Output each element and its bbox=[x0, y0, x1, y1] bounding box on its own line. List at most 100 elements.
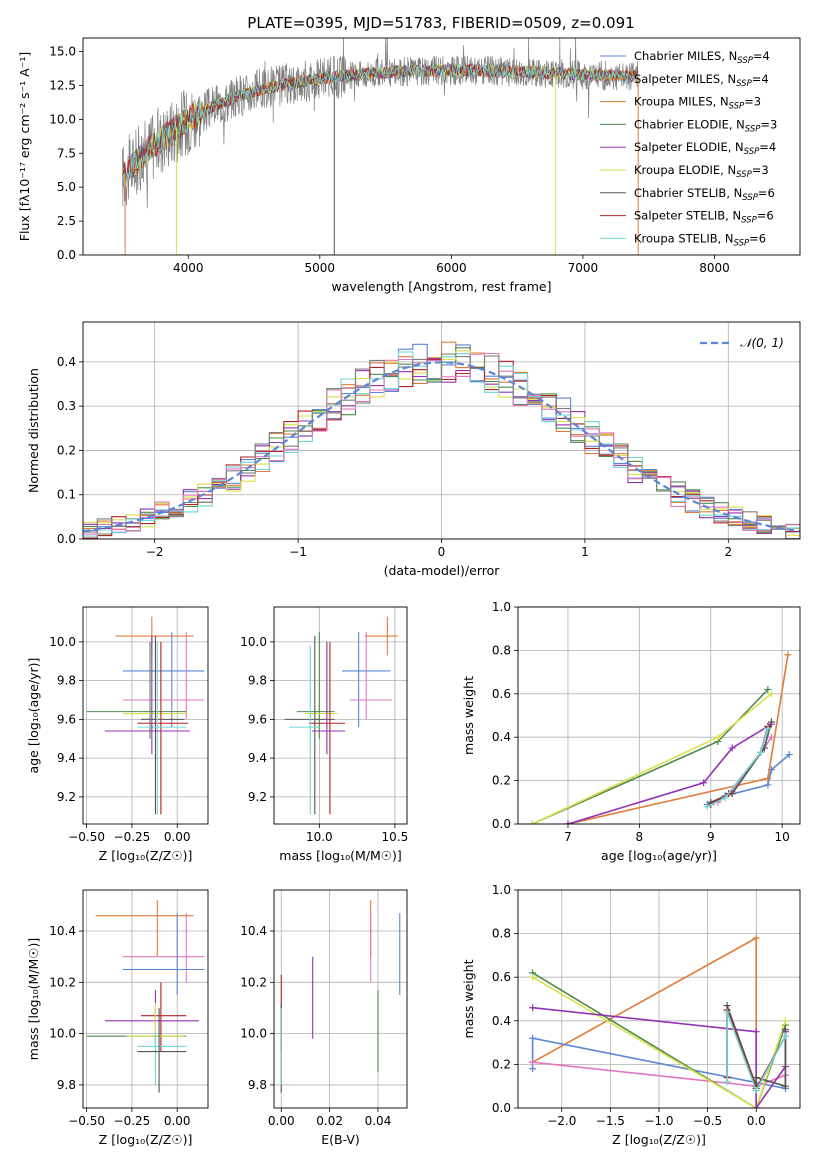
series-point-marker bbox=[767, 733, 775, 741]
y-tick-label: 9.6 bbox=[57, 712, 76, 726]
series-line bbox=[532, 976, 787, 1108]
legend-entry: Chabrier MILES, NSSP=4 bbox=[634, 49, 770, 66]
y-tick-label: 1.0 bbox=[492, 600, 511, 614]
series-point-marker bbox=[764, 774, 772, 782]
axes-frame bbox=[517, 889, 801, 1109]
y-axis-label: mass weight bbox=[461, 959, 476, 1038]
y-tick-label: 0.3 bbox=[57, 399, 76, 413]
weight-series bbox=[529, 934, 789, 1108]
series-line bbox=[567, 723, 772, 824]
series-line bbox=[717, 736, 773, 803]
x-tick-label: 0 bbox=[438, 545, 446, 559]
y-tick-label: 0.8 bbox=[492, 643, 511, 657]
x-axis-label: wavelength [Angstrom, rest frame] bbox=[331, 279, 551, 294]
histogram-step-line bbox=[83, 353, 800, 539]
y-tick-label: 0.2 bbox=[492, 1057, 511, 1071]
spectrum-legend: Chabrier MILES, NSSP=4 Salpeter MILES, NS… bbox=[600, 49, 777, 248]
x-tick-label: 10.0 bbox=[306, 830, 333, 844]
y-tick-label: 10.0 bbox=[49, 1027, 76, 1041]
legend-entry: Chabrier STELIB, NSSP=6 bbox=[634, 186, 775, 203]
x-tick-label: −2 bbox=[146, 545, 164, 559]
x-tick-label: 10.5 bbox=[382, 830, 409, 844]
legend-entry: Kroupa MILES, NSSP=3 bbox=[634, 95, 761, 112]
y-tick-label: 0.2 bbox=[57, 443, 76, 457]
series-point-marker bbox=[784, 651, 792, 659]
y-tick-label: 10.0 bbox=[240, 635, 267, 649]
x-tick-label: 0.00 bbox=[164, 1114, 191, 1128]
x-axis-label: E(B-V) bbox=[321, 1132, 360, 1147]
axes-frame bbox=[517, 606, 801, 825]
x-axis-label: Z [log₁₀(Z/Z☉)] bbox=[99, 848, 193, 863]
series-point-marker bbox=[781, 1026, 789, 1034]
series-point-marker bbox=[529, 1058, 537, 1066]
y-axis-label: Flux [fλ10⁻¹⁷ erg cm⁻² s⁻¹ A⁻¹] bbox=[17, 52, 32, 241]
observed-spectrum-line bbox=[122, 38, 639, 209]
y-tick-label: 9.4 bbox=[57, 751, 76, 765]
x-axis-label: age [log₁₀(age/yr)] bbox=[601, 848, 717, 863]
y-tick-label: 10.0 bbox=[49, 635, 76, 649]
series-line bbox=[706, 753, 790, 806]
spectrum-lines bbox=[122, 38, 639, 255]
x-tick-label: 6000 bbox=[436, 261, 467, 275]
series-point-marker bbox=[752, 1087, 760, 1095]
x-tick-label: −1 bbox=[289, 545, 307, 559]
axes-frame bbox=[273, 606, 408, 825]
gaussian-curve bbox=[83, 361, 800, 533]
y-tick-label: 9.8 bbox=[57, 1078, 76, 1092]
x-tick-label: 0.00 bbox=[164, 830, 191, 844]
mass-vs-ebv-panel: 0.00 0.02 0.04 9.8 10.0 10.2 10.4 E(B-V) bbox=[240, 889, 408, 1147]
residuals-legend: 𝒩(0, 1) bbox=[700, 336, 784, 350]
x-tick-label: −1.5 bbox=[596, 1114, 625, 1128]
y-tick-label: 1.0 bbox=[492, 883, 511, 897]
series-point-marker bbox=[529, 1065, 537, 1073]
x-tick-label: −0.50 bbox=[68, 830, 105, 844]
y-tick-label: 2.5 bbox=[57, 214, 76, 228]
mass-vs-Z-panel: −0.50 −0.25 0.00 9.8 10.0 10.2 10.4 Z [log₁₀(Z/… bbox=[26, 889, 209, 1147]
x-tick-label: 0.00 bbox=[268, 1114, 295, 1128]
panels: 4000 5000 6000 7000 80000.02.55.07.510.012.5… bbox=[17, 37, 801, 1147]
x-tick-label: −1.0 bbox=[644, 1114, 673, 1128]
errorbar-points bbox=[284, 616, 398, 815]
series-point-marker bbox=[714, 733, 722, 741]
weight-series bbox=[528, 651, 793, 824]
series-point-marker bbox=[757, 748, 765, 756]
legend-entry: 𝒩(0, 1) bbox=[740, 336, 784, 350]
spectrum-panel: 4000 5000 6000 7000 8000 0.0 2.5 5.0 7.5 10.0 12.5… bbox=[17, 37, 801, 294]
series-line bbox=[706, 728, 769, 808]
model-spectrum-line bbox=[122, 63, 638, 189]
series-point-marker bbox=[752, 934, 760, 942]
y-axis-label: mass weight bbox=[461, 676, 476, 755]
y-axis-label: mass [log₁₀(M/M☉)] bbox=[26, 938, 41, 1060]
y-tick-label: 10.2 bbox=[240, 975, 267, 989]
series-point-marker bbox=[752, 1028, 760, 1036]
series-line bbox=[567, 654, 789, 824]
figure-title: PLATE=0395, MJD=51783, FIBERID=0509, z=0… bbox=[247, 14, 634, 32]
x-tick-label: −0.50 bbox=[68, 1114, 105, 1128]
series-point-marker bbox=[781, 1082, 789, 1090]
x-tick-label: −0.25 bbox=[114, 830, 151, 844]
age-vs-Z-panel: −0.50 −0.25 0.00 9.2 9.4 9.6 9.8 10.0 Z [log₁₀(Z… bbox=[26, 606, 209, 863]
y-tick-label: 0.0 bbox=[492, 1101, 511, 1115]
y-tick-label: 15.0 bbox=[49, 45, 76, 59]
y-tick-label: 10.0 bbox=[240, 1027, 267, 1041]
series-point-marker bbox=[752, 1073, 760, 1081]
x-tick-label: 10 bbox=[775, 830, 790, 844]
x-tick-label: 9 bbox=[707, 830, 715, 844]
age-vs-mass-panel: 10.0 10.5 9.2 9.4 9.6 9.8 10.0 mass [log₁₀(M/M☉… bbox=[240, 606, 409, 863]
series-point-marker bbox=[529, 973, 537, 981]
x-tick-label: 8 bbox=[636, 830, 644, 844]
histogram-series bbox=[83, 341, 800, 539]
y-tick-label: 10.2 bbox=[49, 975, 76, 989]
legend-entry: Salpeter MILES, NSSP=4 bbox=[634, 72, 769, 89]
y-tick-label: 12.5 bbox=[49, 78, 76, 92]
legend-entry: Kroupa ELODIE, NSSP=3 bbox=[634, 163, 769, 180]
y-tick-label: 0.0 bbox=[492, 817, 511, 831]
axes-frame bbox=[82, 889, 209, 1109]
residuals-panel: −2 −1 0 1 2 0.0 0.1 0.2 0.3 0.4 (data-model)/error… bbox=[26, 321, 801, 578]
series-point-marker bbox=[767, 690, 775, 698]
series-point-marker bbox=[752, 1104, 760, 1108]
x-axis-label: Z [log₁₀(Z/Z☉)] bbox=[99, 1132, 193, 1147]
x-tick-label: −0.25 bbox=[114, 1114, 151, 1128]
series-point-marker bbox=[529, 1004, 537, 1012]
